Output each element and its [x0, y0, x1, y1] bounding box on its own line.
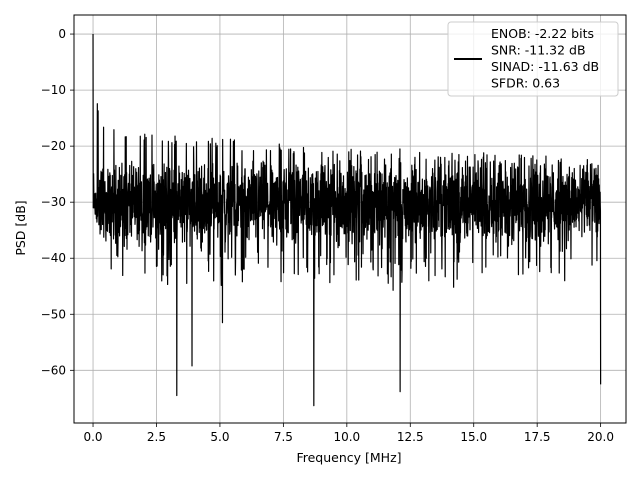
plot-area: [92, 34, 602, 407]
y-tick-label: −20: [41, 139, 66, 153]
legend-enob: ENOB: -2.22 bits: [491, 26, 594, 41]
psd-series-line: [92, 34, 602, 407]
x-tick-label: 0.0: [83, 430, 102, 444]
axes-frame: [73, 14, 627, 424]
y-tick-label: 0: [58, 27, 66, 41]
legend-box: [447, 21, 619, 97]
y-ticks: 0 −10 −20 −30 −40 −50 −60: [41, 27, 74, 377]
x-tick-label: 15.0: [460, 430, 487, 444]
y-tick-label: −30: [41, 195, 66, 209]
y-tick-label: −50: [41, 307, 66, 321]
y-tick-label: −40: [41, 251, 66, 265]
legend-snr: SNR: -11.32 dB: [491, 43, 586, 58]
x-tick-label: 5.0: [210, 430, 229, 444]
x-ticks: 0.0 2.5 5.0 7.5 10.0 12.5 15.0 17.5 20.0: [83, 423, 614, 444]
x-tick-label: 12.5: [397, 430, 424, 444]
x-tick-label: 20.0: [587, 430, 614, 444]
legend-sinad: SINAD: -11.63 dB: [491, 59, 599, 74]
legend: ENOB: -2.22 bits SNR: -11.32 dB SINAD: -…: [447, 21, 619, 97]
x-tick-label: 7.5: [274, 430, 293, 444]
y-tick-label: −60: [41, 363, 66, 377]
y-tick-label: −10: [41, 83, 66, 97]
legend-sfdr: SFDR: 0.63: [491, 76, 560, 91]
x-tick-label: 17.5: [524, 430, 551, 444]
x-axis-label: Frequency [MHz]: [296, 450, 401, 465]
x-tick-label: 10.0: [333, 430, 360, 444]
y-axis-label: PSD [dB]: [13, 200, 28, 255]
x-tick-label: 2.5: [147, 430, 166, 444]
